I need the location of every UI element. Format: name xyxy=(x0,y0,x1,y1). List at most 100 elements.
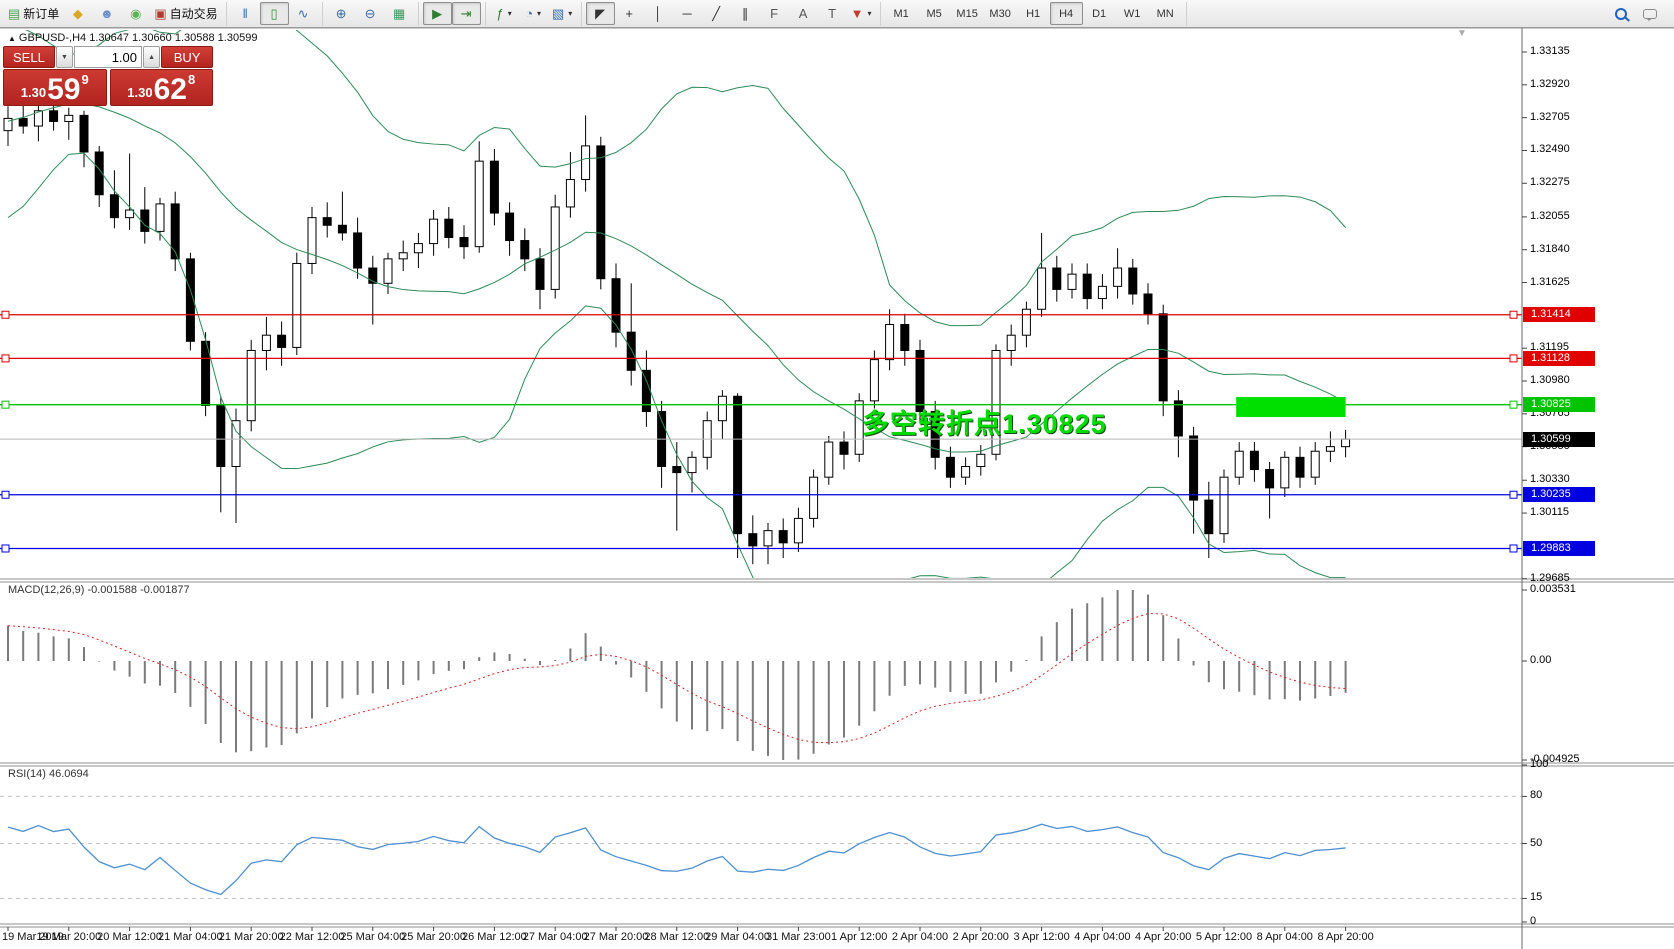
candle-body xyxy=(1280,456,1290,489)
vertical-line-button[interactable]: │ xyxy=(644,2,673,25)
templates-button[interactable]: ▧ ▾ xyxy=(548,2,577,25)
arrows-button[interactable]: ▼ ▾ xyxy=(847,2,876,25)
line-handle[interactable] xyxy=(1,544,10,553)
toolbar-group-trade: ▤ 新订单 ◆ ☻ ◉ ▣ 自动交易 xyxy=(0,1,227,26)
profile-button[interactable]: ☻ xyxy=(92,2,121,25)
horizontal-line-button[interactable]: ─ xyxy=(673,2,702,25)
macd-pane xyxy=(7,590,1347,761)
line-handle[interactable] xyxy=(1509,490,1518,499)
buy-button[interactable]: BUY xyxy=(161,46,213,68)
text-label-icon: T xyxy=(828,6,837,21)
candle-body xyxy=(1128,267,1138,295)
timeframe-d1[interactable]: D1 xyxy=(1092,7,1107,20)
price-tick-label: 1.32275 xyxy=(1530,176,1570,189)
volume-input[interactable] xyxy=(74,46,142,68)
toolbar-group-chart-type: ‖ ▯ ∿ xyxy=(227,1,323,26)
time-tick-label: 2 Apr 04:00 xyxy=(891,931,949,943)
timeframe-m30[interactable]: M30 xyxy=(989,7,1011,20)
line-handle[interactable] xyxy=(1,310,10,319)
chat-button[interactable] xyxy=(1635,2,1664,25)
candle-body xyxy=(611,278,621,333)
line-handle[interactable] xyxy=(1509,310,1518,319)
channel-button[interactable]: ∥ xyxy=(731,2,760,25)
candle-body xyxy=(64,114,74,122)
candle-body xyxy=(733,395,743,535)
time-tick-label: 19 Mar 20:00 xyxy=(36,931,102,943)
tile-windows-button[interactable]: ▦ xyxy=(385,2,414,25)
line-handle[interactable] xyxy=(1509,354,1518,363)
sell-price-big: 59 xyxy=(47,73,81,106)
bar-chart-button[interactable]: ‖ xyxy=(231,2,260,25)
fibonacci-button[interactable]: F xyxy=(760,2,789,25)
bollinger-middle-band[interactable] xyxy=(7,103,1346,453)
indicator-f-icon: ƒ xyxy=(496,6,504,21)
crosshair-button[interactable]: + xyxy=(615,2,644,25)
auto-scroll-button[interactable]: ▶ xyxy=(422,2,452,25)
volume-decrease-button[interactable]: ▼ xyxy=(55,46,73,68)
bars-icon: ‖ xyxy=(242,6,248,21)
price-tick-label: 1.30115 xyxy=(1530,506,1569,519)
trendline-button[interactable]: ╱ xyxy=(702,2,731,25)
timeframe-h1[interactable]: H1 xyxy=(1026,7,1041,20)
line-handle[interactable] xyxy=(1509,400,1518,409)
indicators-button[interactable]: ƒ ▾ xyxy=(490,2,519,25)
buy-price-display[interactable]: 1.30 62 8 xyxy=(109,69,213,106)
chevron-down-icon: ▾ xyxy=(537,9,542,18)
timeframe-m1[interactable]: M1 xyxy=(893,7,909,20)
candle-body xyxy=(185,258,195,342)
arrows-icon: ▼ xyxy=(850,6,864,21)
candle-body xyxy=(930,411,940,458)
new-order-icon: ▤ xyxy=(8,6,21,21)
candle-body xyxy=(277,334,287,348)
line-handle[interactable] xyxy=(1,354,10,363)
candlestick-button[interactable]: ▯ xyxy=(259,2,289,25)
toolbar-group-insert: ƒ ▾ ◔ ▾ ▧ ▾ xyxy=(486,1,582,26)
sell-price-display[interactable]: 1.30 59 9 xyxy=(3,69,107,106)
rsi-tick-label: 0 xyxy=(1530,915,1537,927)
price-tick-label: 1.30330 xyxy=(1530,473,1570,486)
cursor-button[interactable]: ◤ xyxy=(585,2,615,25)
highlight-rectangle-object[interactable] xyxy=(1236,397,1346,418)
line-handle[interactable] xyxy=(1,490,10,499)
chart-shift-marker-icon[interactable]: ▼ xyxy=(1457,28,1467,39)
line-handle[interactable] xyxy=(1,400,10,409)
timeframe-m15[interactable]: M15 xyxy=(956,7,978,20)
bollinger-lower-band[interactable] xyxy=(7,152,1346,647)
autotrading-button[interactable]: ▣ 自动交易 xyxy=(150,2,221,25)
chart-annotation-text[interactable]: 多空转折点1.30825 xyxy=(862,409,1107,439)
timeframe-m5[interactable]: M5 xyxy=(926,7,942,20)
candle-body xyxy=(3,117,13,132)
zoom-out-icon: ⊖ xyxy=(364,6,376,21)
text-button[interactable]: A xyxy=(789,2,818,25)
timeframe-h4[interactable]: H4 xyxy=(1049,2,1083,25)
text-label-button[interactable]: T xyxy=(818,2,847,25)
current-price-label: 1.30599 xyxy=(1523,431,1595,447)
line-chart-button[interactable]: ∿ xyxy=(289,2,318,25)
cursor-icon: ◤ xyxy=(595,6,606,21)
auto-scroll-icon: ▶ xyxy=(432,6,443,21)
signals-button[interactable]: ◉ xyxy=(121,2,150,25)
bollinger-upper-band[interactable] xyxy=(8,0,1346,327)
tile-icon: ▦ xyxy=(392,6,406,21)
macd-tick-label: 0.00 xyxy=(1530,654,1552,666)
candle-body xyxy=(33,110,43,127)
sell-button[interactable]: SELL xyxy=(3,46,55,68)
zoom-in-button[interactable]: ⊕ xyxy=(327,2,356,25)
volume-increase-button[interactable]: ▲ xyxy=(143,46,161,68)
line-handle[interactable] xyxy=(1509,544,1518,553)
timeframe-mn[interactable]: MN xyxy=(1156,7,1174,20)
search-button[interactable] xyxy=(1606,2,1635,25)
timeframe-w1[interactable]: W1 xyxy=(1123,7,1141,20)
market-watch-button[interactable]: ◆ xyxy=(63,2,92,25)
periods-button[interactable]: ◔ ▾ xyxy=(519,2,548,25)
macd-tick-label: 0.003531 xyxy=(1530,583,1576,595)
new-order-button[interactable]: ▤ 新订单 xyxy=(4,2,63,25)
fibonacci-icon: F xyxy=(770,6,779,21)
candle-body xyxy=(991,349,1001,455)
chevron-down-icon: ▾ xyxy=(867,9,872,18)
zoom-out-button[interactable]: ⊖ xyxy=(356,2,385,25)
time-tick-label: 22 Mar 12:00 xyxy=(279,931,345,943)
chart-shift-button[interactable]: ⇥ xyxy=(451,2,481,25)
